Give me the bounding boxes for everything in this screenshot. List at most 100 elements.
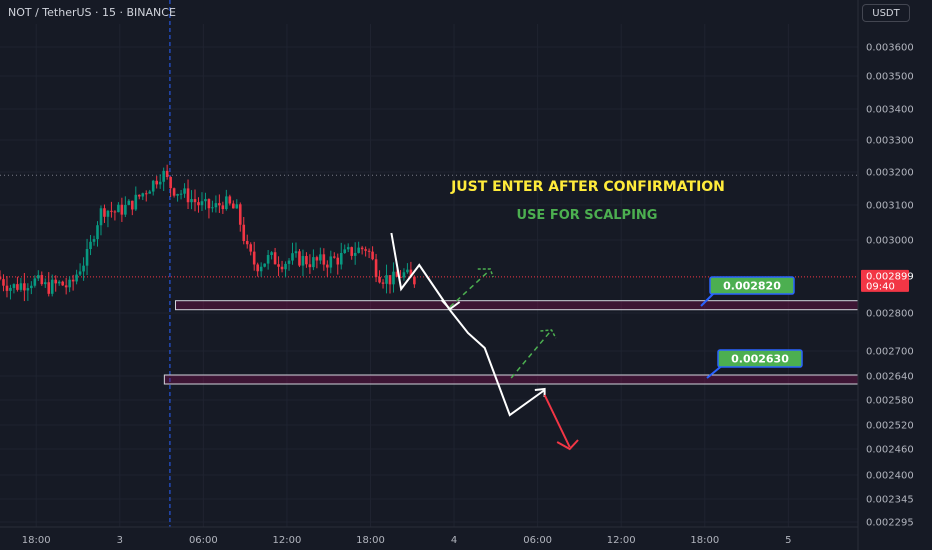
candle-body <box>110 210 113 212</box>
candle-body <box>99 208 103 226</box>
current-price-label: 0.002899 <box>866 271 914 282</box>
candle-body <box>409 269 413 277</box>
candle-body <box>218 203 221 206</box>
currency-button[interactable]: USDT <box>862 4 910 22</box>
price-tick-label: 0.002295 <box>866 518 914 529</box>
candle-body <box>305 256 308 265</box>
current-price-countdown: 09:40 <box>866 281 895 292</box>
candle-body <box>71 279 75 282</box>
price-tick-label: 0.002580 <box>866 396 914 407</box>
candle-body <box>395 271 399 277</box>
candle-body <box>270 252 273 256</box>
candle-body <box>106 210 110 217</box>
candle-body <box>89 241 92 249</box>
candle-body <box>350 247 353 256</box>
candle-body <box>322 254 326 265</box>
candle-body <box>259 266 263 272</box>
bounce-arrowhead-1 <box>477 268 494 278</box>
candle-body <box>37 275 40 279</box>
candle-body <box>336 257 340 265</box>
symbol-title: NOT / TetherUS · 15 · BINANCE <box>8 6 176 19</box>
candle-body <box>232 203 235 209</box>
bounce-arrowhead-2 <box>540 329 557 339</box>
time-tick-label: 12:00 <box>607 535 636 546</box>
candle-body <box>158 181 162 185</box>
price-tick-label: 0.003500 <box>866 72 914 83</box>
time-tick-label: 06:00 <box>523 535 552 546</box>
candle-body <box>266 255 270 264</box>
time-tick-label: 3 <box>117 535 123 546</box>
candle-body <box>339 252 343 265</box>
time-tick-label: 06:00 <box>189 535 218 546</box>
candle-body <box>103 208 106 217</box>
candle-body <box>117 204 120 213</box>
candle-body <box>406 269 409 273</box>
candle-body <box>47 282 51 294</box>
candle-body <box>360 247 364 250</box>
candle-body <box>242 224 246 241</box>
candle-body <box>357 247 360 253</box>
candle-body <box>245 240 249 245</box>
price-tick-label: 0.002345 <box>866 495 914 506</box>
price-tick-label: 0.002800 <box>866 309 914 320</box>
callout-box-1 <box>709 276 795 295</box>
candle-body <box>200 201 204 206</box>
annotation-scalp: USE FOR SCALPING <box>517 208 658 223</box>
candle-body <box>284 263 287 270</box>
price-tick-label: 0.003400 <box>866 105 914 116</box>
candle-body <box>183 188 186 194</box>
candle-body <box>329 256 333 268</box>
annotation-confirm: JUST ENTER AFTER CONFIRMATION <box>450 179 725 195</box>
time-tick-label: 12:00 <box>273 535 302 546</box>
candle-body <box>364 249 367 251</box>
candle-body <box>82 265 85 272</box>
candle-body <box>12 284 16 288</box>
candle-body <box>141 193 145 197</box>
candle-body <box>148 191 152 194</box>
candle-body <box>40 275 44 285</box>
candle-body <box>287 260 291 264</box>
candle-body <box>19 283 23 290</box>
overlays: 0.002820 0.002630 JUST ENTER AFTER CONFIRM… <box>163 179 859 451</box>
time-tick-label: 18:00 <box>690 535 719 546</box>
candle-body <box>33 278 37 286</box>
price-tick-label: 0.002460 <box>866 445 914 456</box>
candle-body <box>249 244 253 252</box>
price-tick-label: 0.002640 <box>866 372 914 383</box>
callout-label-2: 0.002630 <box>731 353 789 366</box>
candle-body <box>346 247 350 250</box>
candle-body <box>30 285 33 289</box>
candle-body <box>263 263 266 267</box>
price-tick-label: 0.003100 <box>866 201 914 212</box>
candle-body <box>225 196 228 210</box>
candle-body <box>144 193 148 195</box>
candle-body <box>176 194 179 196</box>
candle-body <box>343 249 347 253</box>
candle-body <box>26 288 30 291</box>
candle-body <box>131 200 134 210</box>
candle-body <box>402 272 406 278</box>
candle-body <box>228 196 232 204</box>
candle-body <box>326 264 329 268</box>
candle-body <box>332 256 336 258</box>
candle-body <box>162 170 165 182</box>
candle-body <box>9 287 12 291</box>
candle-body <box>120 204 124 215</box>
candle-body <box>207 199 211 209</box>
price-tick-label: 0.002700 <box>866 347 914 358</box>
candle-body <box>124 204 127 215</box>
price-tick-label: 0.003200 <box>866 168 914 179</box>
time-tick-label: 4 <box>451 535 457 546</box>
candle-body <box>64 285 68 288</box>
candle-body <box>179 193 183 195</box>
candle-body <box>388 275 392 285</box>
candle-body <box>312 257 315 268</box>
time-tick-label: 18:00 <box>22 535 51 546</box>
candle-body <box>273 252 277 265</box>
candle-body <box>301 256 305 266</box>
level-zone-2 <box>163 374 859 385</box>
candle-body <box>214 203 218 208</box>
level-zone-1 <box>175 300 859 311</box>
